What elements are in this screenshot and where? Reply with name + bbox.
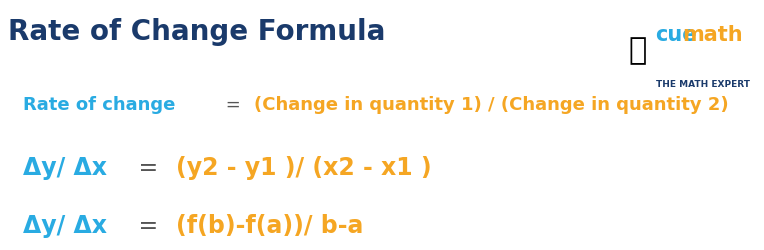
Text: Rate of change: Rate of change xyxy=(23,96,175,114)
Text: =: = xyxy=(131,213,166,237)
Text: =: = xyxy=(131,156,166,180)
Text: (f(b)-f(a))/ b-a: (f(b)-f(a))/ b-a xyxy=(176,213,364,237)
Text: Δy/ Δx: Δy/ Δx xyxy=(23,156,107,180)
Text: THE MATH EXPERT: THE MATH EXPERT xyxy=(656,80,749,89)
Text: =: = xyxy=(219,96,246,114)
Text: cue: cue xyxy=(656,25,697,45)
Text: (y2 - y1 )/ (x2 - x1 ): (y2 - y1 )/ (x2 - x1 ) xyxy=(176,156,432,180)
Text: (Change in quantity 1) / (Change in quantity 2): (Change in quantity 1) / (Change in quan… xyxy=(254,96,728,114)
Text: Rate of Change Formula: Rate of Change Formula xyxy=(8,18,385,46)
Text: 🚀: 🚀 xyxy=(629,36,647,64)
Text: math: math xyxy=(682,25,743,45)
Text: Δy/ Δx: Δy/ Δx xyxy=(23,213,107,237)
